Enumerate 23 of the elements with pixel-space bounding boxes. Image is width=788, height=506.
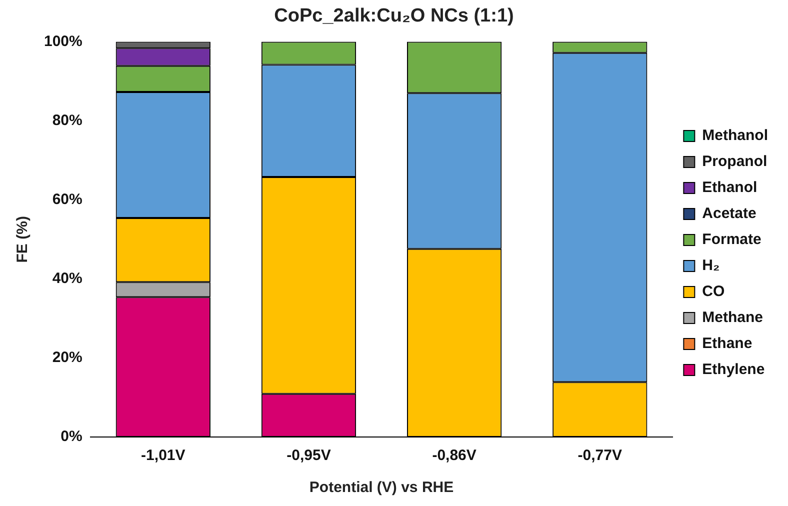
y-tick-label: 40% bbox=[52, 270, 82, 288]
x-axis-title: Potential (V) vs RHE bbox=[309, 479, 454, 496]
legend-label: H₂ bbox=[702, 257, 720, 274]
chart-title: CoPc_2alk:Cu₂O NCs (1:1) bbox=[274, 6, 514, 27]
x-tick-label: -0,95V bbox=[286, 447, 331, 464]
legend-label: Ethanol bbox=[702, 179, 758, 196]
legend-label: Ethane bbox=[702, 335, 752, 352]
legend-label: Formate bbox=[702, 231, 762, 248]
y-tick-label: 0% bbox=[60, 428, 82, 446]
y-tick-label: 60% bbox=[52, 191, 82, 208]
legend-label: Acetate bbox=[702, 205, 756, 222]
x-tick-label: -0,86V bbox=[432, 447, 476, 464]
legend-label: Methanol bbox=[702, 127, 768, 144]
x-tick-label: -1,01V bbox=[141, 447, 186, 464]
y-tick-label: 100% bbox=[44, 32, 82, 50]
y-tick-label: 80% bbox=[52, 112, 82, 129]
legend-label: Ethylene bbox=[702, 361, 765, 378]
legend-label: CO bbox=[702, 283, 725, 300]
legend-label: Propanol bbox=[702, 153, 768, 170]
y-tick-label: 20% bbox=[52, 349, 82, 366]
legend-label: Methane bbox=[702, 309, 764, 326]
x-tick-label: -0,77V bbox=[578, 447, 622, 464]
y-axis-title: FE (%) bbox=[14, 216, 32, 263]
